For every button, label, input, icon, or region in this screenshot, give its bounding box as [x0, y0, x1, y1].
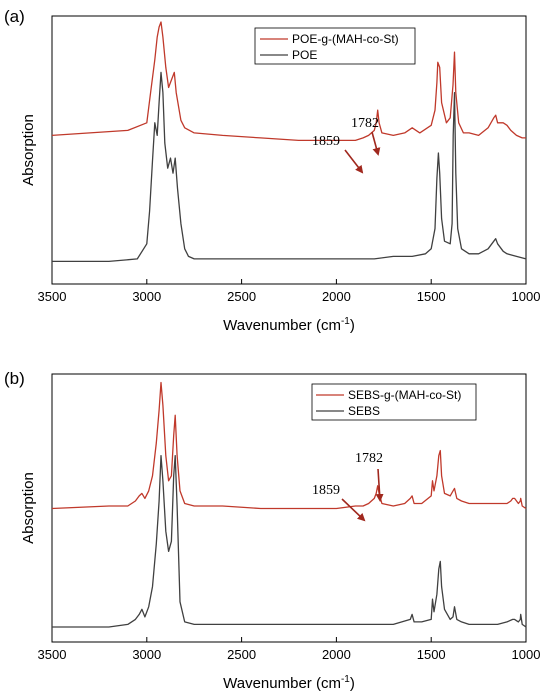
x-tick-label: 3000 [132, 647, 161, 662]
panel-b: (b) 3500 3000 2500 2000 1500 1000 Wavenumber … [4, 369, 540, 692]
legend: SEBS-g-(MAH-co-St) SEBS [311, 383, 477, 421]
x-axis-label: Wavenumber (cm-1) [223, 674, 355, 692]
arrow-1859 [344, 149, 364, 174]
annotation-1782: 1782 [351, 116, 379, 131]
x-axis-label: Wavenumber (cm-1) [223, 316, 355, 334]
x-tick-label: 2500 [227, 647, 256, 662]
annotation-1782: 1782 [355, 451, 383, 466]
panel-label: (b) [4, 369, 25, 388]
x-tick-label: 3500 [38, 289, 67, 304]
panel-a: (a) 3500 3000 2500 2000 1500 1000 Wavenumber … [4, 7, 540, 334]
legend-box [254, 27, 416, 65]
legend-entry: SEBS-g-(MAH-co-St) [348, 388, 461, 402]
x-tick-label: 3000 [132, 289, 161, 304]
legend-entry: SEBS [348, 404, 380, 418]
series-line-base [52, 454, 527, 628]
x-tick-label: 1500 [417, 289, 446, 304]
x-axis-ticks: 3500 3000 2500 2000 1500 1000 [38, 279, 541, 304]
x-tick-label: 1500 [417, 647, 446, 662]
series-group [51, 21, 527, 263]
panel-label: (a) [4, 7, 25, 26]
annotation-1859: 1859 [312, 483, 340, 498]
x-tick-label: 1000 [512, 647, 541, 662]
x-tick-label: 2000 [322, 289, 351, 304]
x-axis-ticks: 3500 3000 2500 2000 1500 1000 [38, 637, 541, 662]
arrow-1859 [341, 498, 366, 522]
arrow-1782 [371, 131, 381, 156]
series-line-base [52, 71, 527, 263]
x-tick-label: 1000 [512, 289, 541, 304]
y-axis-label: Absorption [20, 114, 37, 186]
legend-entry: POE [292, 48, 317, 62]
y-axis-label: Absorption [20, 472, 37, 544]
legend-box [311, 383, 477, 421]
x-tick-label: 2000 [322, 647, 351, 662]
plot-frame [51, 15, 527, 285]
legend: POE-g-(MAH-co-St) POE [254, 27, 416, 65]
series-line-grafted [51, 21, 526, 142]
x-tick-label: 2500 [227, 289, 256, 304]
legend-entry: POE-g-(MAH-co-St) [292, 32, 399, 46]
arrow-1782 [375, 468, 384, 502]
annotation-1859: 1859 [312, 134, 340, 149]
x-tick-label: 3500 [38, 647, 67, 662]
